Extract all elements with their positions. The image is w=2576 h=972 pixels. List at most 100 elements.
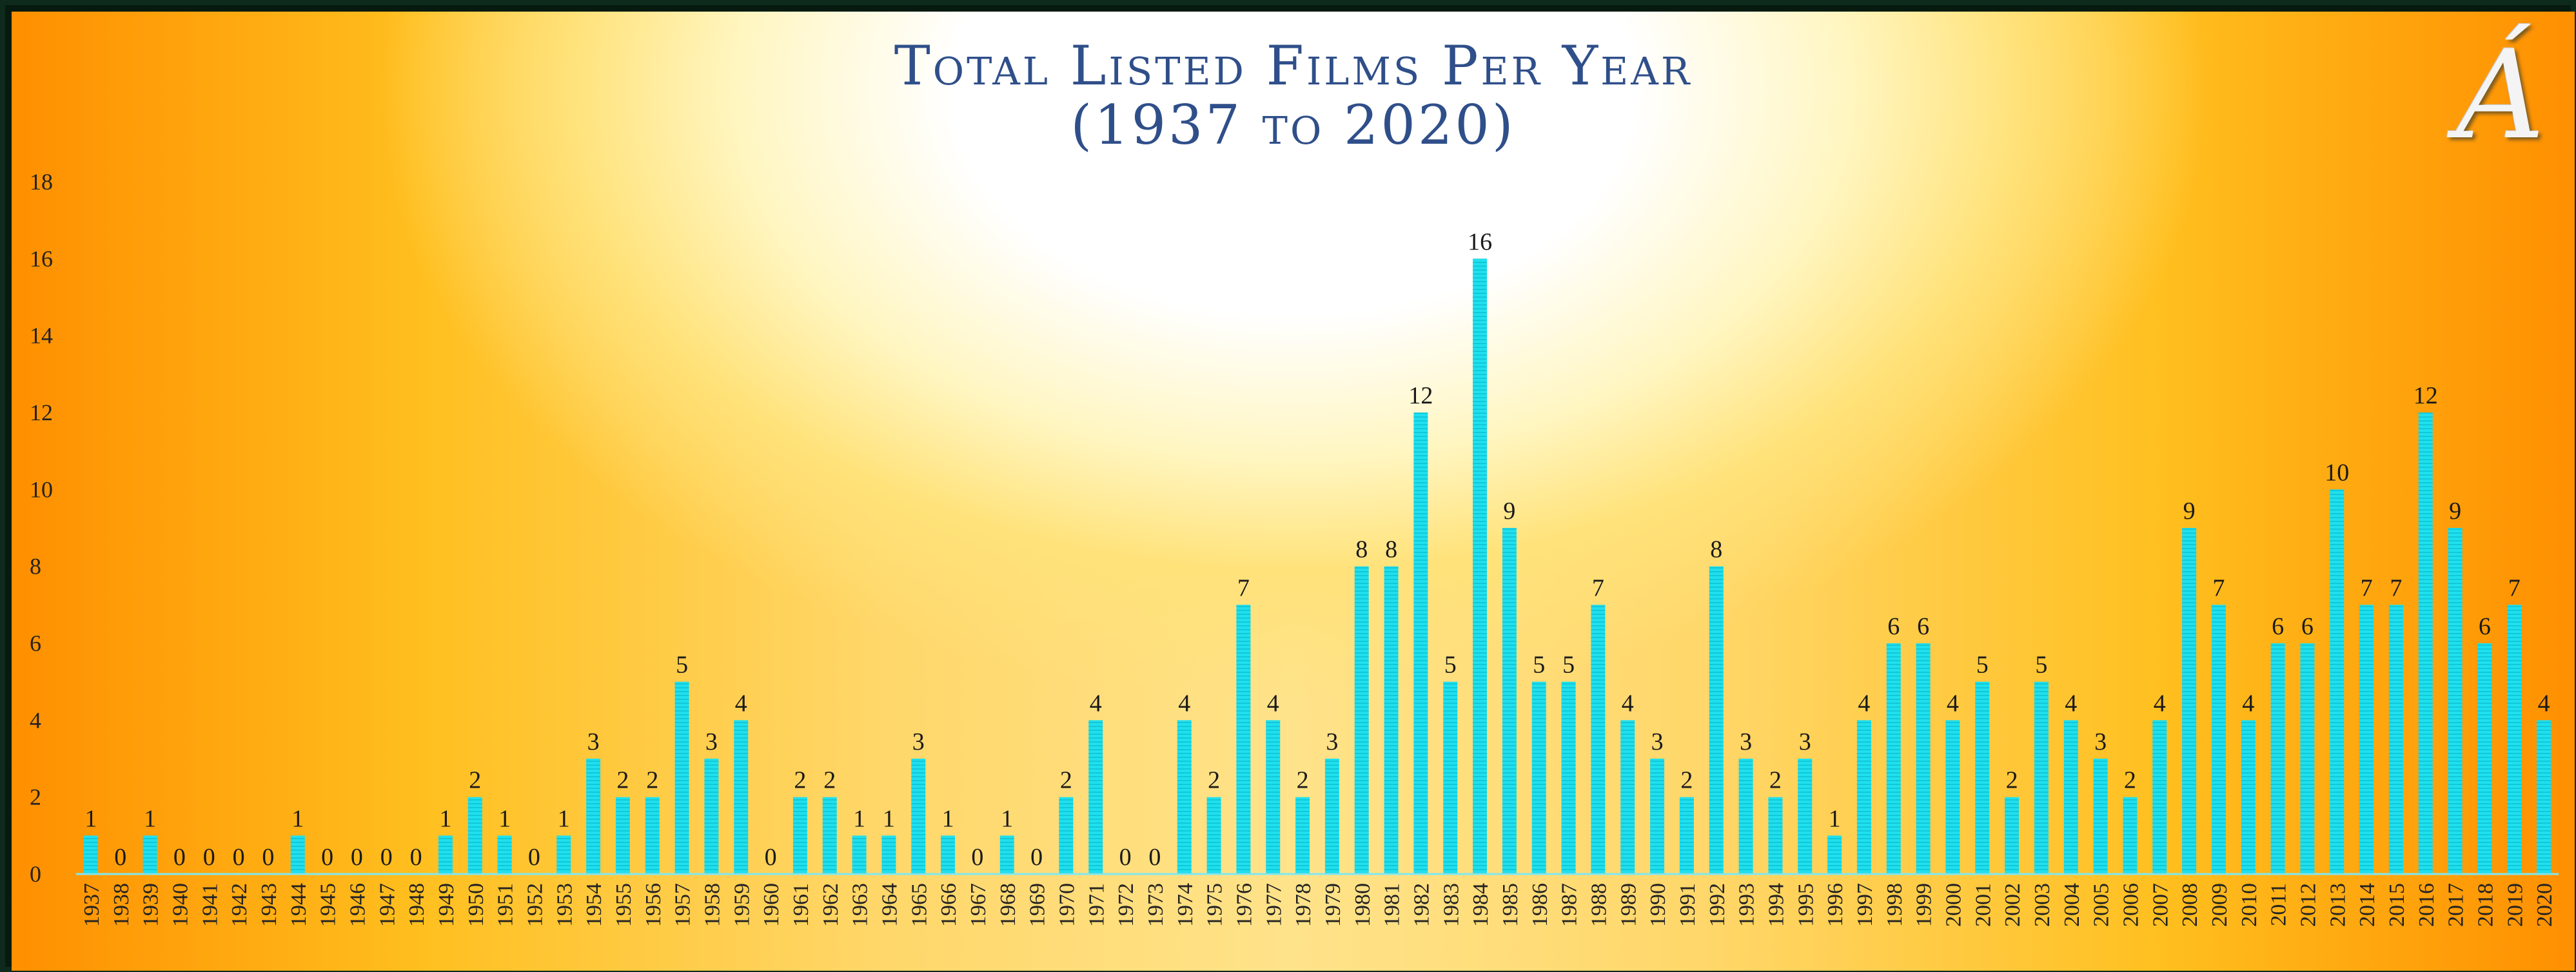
x-tick-label: 1983 bbox=[1439, 883, 1463, 927]
x-tick-label: 1965 bbox=[907, 883, 931, 927]
data-label: 0 bbox=[380, 844, 393, 871]
x-tick-label: 2010 bbox=[2237, 883, 2261, 927]
bar bbox=[2388, 605, 2403, 874]
x-tick-label: 2005 bbox=[2090, 883, 2114, 927]
x-tick-label: 1988 bbox=[1587, 883, 1611, 927]
x-tick-label: 1992 bbox=[1706, 883, 1729, 927]
x-axis: 1937 1938 1939 1940 1941 1942 1943 1944 1945 1946… bbox=[76, 873, 2559, 927]
x-tick-label: 1993 bbox=[1735, 883, 1759, 927]
y-tick-label: 2 bbox=[30, 784, 41, 810]
x-tick-label: 1976 bbox=[1232, 883, 1256, 927]
data-label: 8 bbox=[1355, 536, 1368, 563]
bar bbox=[1502, 528, 1517, 874]
bar bbox=[2034, 681, 2049, 874]
x-tick-label: 2020 bbox=[2533, 883, 2557, 927]
x-tick-label: 2006 bbox=[2119, 883, 2143, 927]
bar bbox=[1768, 797, 1783, 874]
bar bbox=[1886, 643, 1901, 874]
x-tick-label: 1994 bbox=[1764, 883, 1788, 927]
bar-series bbox=[83, 258, 2551, 874]
data-label: 4 bbox=[2154, 690, 2166, 717]
x-tick-label: 1997 bbox=[1853, 883, 1877, 927]
data-label: 4 bbox=[1090, 690, 1102, 717]
data-label: 1 bbox=[883, 805, 895, 832]
x-tick-label: 2002 bbox=[2001, 883, 2025, 927]
data-label: 2 bbox=[1680, 767, 1693, 794]
x-tick-label: 1966 bbox=[937, 883, 961, 927]
bar bbox=[822, 797, 837, 874]
data-label: 5 bbox=[1562, 652, 1575, 679]
bar bbox=[2270, 643, 2285, 874]
data-label: 9 bbox=[2449, 498, 2461, 525]
data-label: 1 bbox=[84, 805, 97, 832]
data-label: 2 bbox=[823, 767, 836, 794]
bar bbox=[645, 797, 660, 874]
x-tick-label: 2001 bbox=[1971, 883, 1995, 927]
x-tick-label: 1951 bbox=[494, 883, 518, 927]
bar bbox=[1945, 720, 1960, 874]
x-tick-label: 1954 bbox=[582, 883, 606, 927]
bar bbox=[1591, 605, 1606, 874]
data-label: 2 bbox=[1297, 767, 1309, 794]
data-label: 2 bbox=[1208, 767, 1220, 794]
data-label: 1 bbox=[853, 805, 865, 832]
data-label: 5 bbox=[1533, 652, 1545, 679]
data-label: 1 bbox=[1001, 805, 1013, 832]
x-tick-label: 2014 bbox=[2355, 883, 2379, 927]
x-tick-label: 1943 bbox=[257, 883, 281, 927]
chart-subtitle: (1937 to 2020) bbox=[1070, 93, 1516, 157]
bar bbox=[1354, 566, 1369, 874]
data-label: 7 bbox=[2361, 574, 2373, 601]
bar bbox=[911, 759, 926, 874]
x-tick-label: 1955 bbox=[612, 883, 636, 927]
data-label: 1 bbox=[942, 805, 954, 832]
data-label: 0 bbox=[1119, 844, 1132, 871]
x-tick-label: 2019 bbox=[2503, 883, 2527, 927]
chart-title-block: Total Listed Films Per Year (1937 to 202… bbox=[12, 36, 2575, 155]
bar bbox=[1088, 720, 1103, 874]
x-tick-label: 1944 bbox=[287, 883, 311, 927]
x-tick-label: 1981 bbox=[1381, 883, 1404, 927]
x-tick-label: 2012 bbox=[2296, 883, 2320, 927]
x-tick-label: 1970 bbox=[1055, 883, 1079, 927]
x-tick-label: 1941 bbox=[198, 883, 222, 927]
data-label: 2 bbox=[2006, 767, 2018, 794]
y-tick-label: 10 bbox=[30, 476, 53, 502]
data-label: 0 bbox=[765, 844, 777, 871]
x-tick-label: 1967 bbox=[967, 883, 990, 927]
x-tick-label: 1972 bbox=[1114, 883, 1138, 927]
data-label: 0 bbox=[233, 844, 245, 871]
data-label: 2 bbox=[616, 767, 629, 794]
bar bbox=[1679, 797, 1694, 874]
data-label: 3 bbox=[2094, 728, 2107, 755]
data-label: 7 bbox=[2508, 574, 2521, 601]
data-label: 7 bbox=[2212, 574, 2225, 601]
data-label: 3 bbox=[1651, 728, 1664, 755]
bar bbox=[1975, 681, 1990, 874]
bar bbox=[941, 835, 956, 874]
data-label: 3 bbox=[1326, 728, 1338, 755]
data-label: 12 bbox=[1408, 382, 1433, 409]
data-label: 5 bbox=[1976, 652, 1989, 679]
bar bbox=[1266, 720, 1281, 874]
data-label: 7 bbox=[1237, 574, 1250, 601]
data-label: 4 bbox=[1947, 690, 1959, 717]
chart-panel: Total Listed Films Per Year (1937 to 202… bbox=[12, 12, 2575, 971]
bar bbox=[1473, 258, 1488, 874]
data-label: 9 bbox=[1503, 498, 1515, 525]
x-tick-label: 1947 bbox=[375, 883, 399, 927]
data-label: 2 bbox=[1060, 767, 1072, 794]
x-tick-label: 1953 bbox=[553, 883, 576, 927]
bar bbox=[881, 835, 896, 874]
bar bbox=[2063, 720, 2078, 874]
data-label: 3 bbox=[1740, 728, 1752, 755]
data-label: 4 bbox=[1622, 690, 1634, 717]
x-tick-label: 1945 bbox=[317, 883, 340, 927]
data-label: 9 bbox=[2183, 498, 2196, 525]
x-tick-label: 1961 bbox=[789, 883, 813, 927]
x-tick-label: 1974 bbox=[1174, 883, 1197, 927]
x-tick-label: 1990 bbox=[1646, 883, 1670, 927]
x-tick-label: 1975 bbox=[1203, 883, 1227, 927]
data-label: 0 bbox=[1030, 844, 1043, 871]
